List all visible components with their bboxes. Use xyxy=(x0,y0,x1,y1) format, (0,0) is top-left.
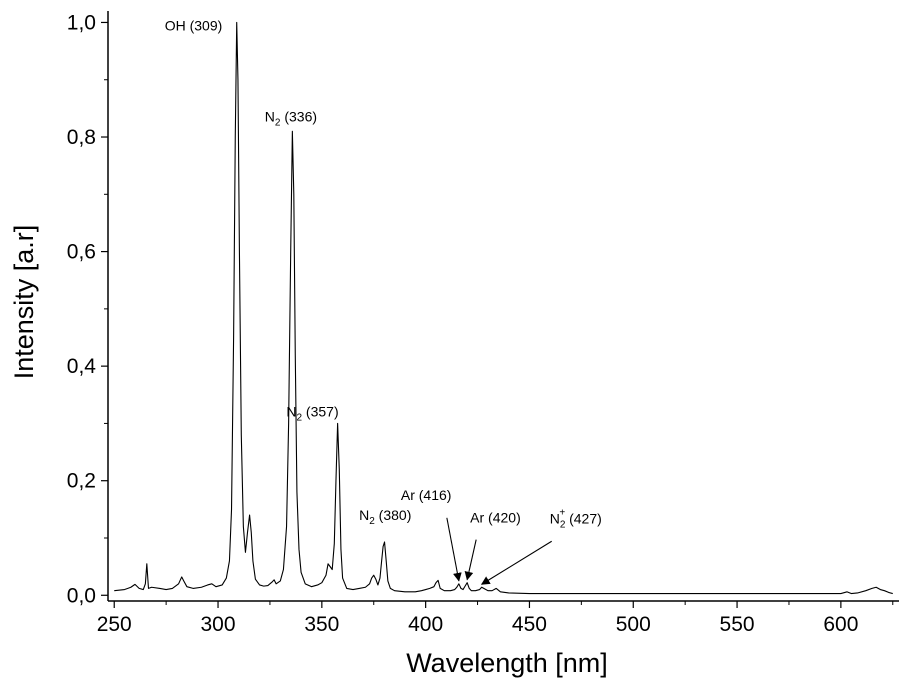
x-tick-label: 500 xyxy=(616,613,651,636)
y-tick-label: 0,0 xyxy=(67,584,96,607)
x-tick-label: 300 xyxy=(201,613,236,636)
y-tick-label: 0,8 xyxy=(67,126,96,149)
peak-label: Ar (420) xyxy=(470,510,521,526)
x-tick-label: 250 xyxy=(97,613,132,636)
x-axis-title: Wavelength [nm] xyxy=(406,648,608,678)
data-layer xyxy=(114,21,893,595)
annotation-layer: OH (309) N2 (336) N2 (357) N2 (380) Ar (416)… xyxy=(165,17,602,585)
peak-label: N2 (336) xyxy=(265,108,317,128)
annotation-arrow xyxy=(464,539,477,581)
annotation-arrow xyxy=(480,540,552,585)
y-tick-label: 1,0 xyxy=(67,11,96,34)
x-tick-label: 600 xyxy=(823,613,858,636)
y-tick-label: 0,2 xyxy=(67,470,96,493)
peak-label: N2+ (427) xyxy=(550,507,602,530)
x-tick-label: 350 xyxy=(304,613,339,636)
x-tick-label: 450 xyxy=(512,613,547,636)
y-axis-title: Intensity [a.r] xyxy=(9,225,39,380)
peak-label: Ar (416) xyxy=(401,487,452,503)
peak-label: N2 (380) xyxy=(359,507,411,527)
series-line-0 xyxy=(114,21,893,595)
x-tick-label: 400 xyxy=(408,613,443,636)
annotation-arrow xyxy=(446,517,462,582)
y-tick-label: 0,6 xyxy=(67,241,96,264)
y-tick-label: 0,4 xyxy=(67,355,97,378)
peak-label: OH (309) xyxy=(165,17,223,33)
peak-label: N2 (357) xyxy=(286,403,338,423)
x-tick-label: 550 xyxy=(720,613,755,636)
axes: 250 300 350 400 450 500 550 600 0,0 0,2 0,4 0,6 0,8 1… xyxy=(67,11,899,636)
